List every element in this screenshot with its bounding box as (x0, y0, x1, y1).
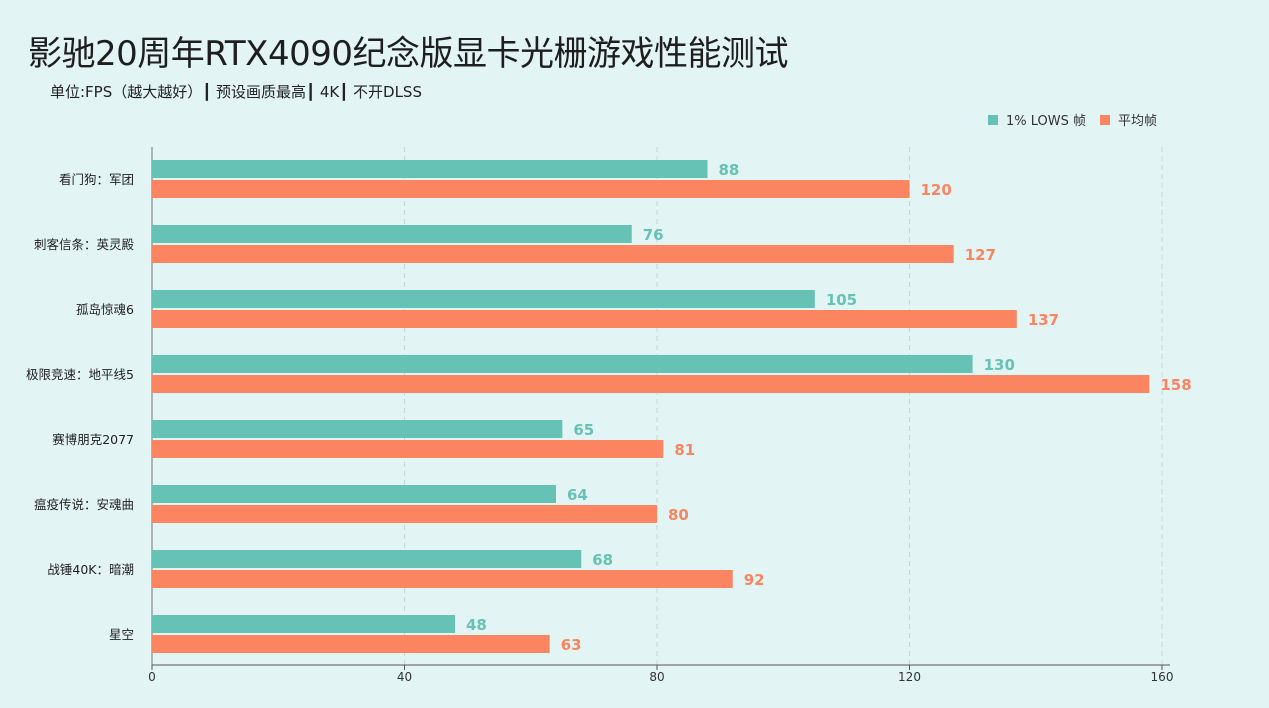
data-label: 130 (984, 356, 1015, 374)
legend-swatch (988, 114, 998, 125)
category-label: 赛博朋克2077 (52, 432, 134, 447)
legend: 1% LOWS 帧 平均帧 (988, 110, 1157, 129)
data-label: 76 (643, 226, 664, 244)
legend-item-avg: 平均帧 (1100, 110, 1157, 129)
data-label: 80 (668, 506, 689, 524)
category-label: 星空 (109, 627, 134, 642)
data-label: 63 (561, 636, 582, 654)
data-label: 88 (719, 161, 740, 179)
chart-title: 影驰20周年RTX4090纪念版显卡光栅游戏性能测试 (28, 34, 789, 74)
bar (152, 290, 815, 308)
data-label: 65 (573, 421, 594, 439)
data-label: 92 (744, 571, 765, 589)
x-tick-label: 120 (898, 670, 921, 684)
bar (152, 375, 1150, 393)
category-label: 孤岛惊魂6 (76, 302, 134, 317)
bar (152, 310, 1017, 328)
data-label: 64 (567, 486, 588, 504)
legend-label: 平均帧 (1118, 114, 1158, 129)
bar (152, 245, 954, 263)
x-tick-label: 160 (1151, 670, 1174, 684)
bar (152, 615, 455, 633)
data-label: 68 (592, 551, 613, 569)
bar (152, 485, 556, 503)
data-label: 120 (921, 181, 952, 199)
data-label: 81 (674, 441, 695, 459)
bar (152, 160, 708, 178)
category-label: 刺客信条：英灵殿 (34, 237, 135, 252)
bar (152, 225, 632, 243)
bar (152, 550, 582, 568)
data-label: 127 (965, 246, 996, 264)
legend-item-lows: 1% LOWS 帧 (988, 110, 1086, 129)
category-label: 看门狗：军团 (59, 172, 134, 187)
data-label: 105 (826, 291, 857, 309)
category-label: 极限竞速：地平线5 (26, 367, 134, 382)
legend-swatch (1100, 114, 1111, 125)
x-tick-label: 0 (148, 670, 156, 684)
bar (152, 635, 550, 653)
bar (152, 570, 733, 588)
data-label: 158 (1160, 376, 1191, 394)
chart-subtitle: 单位:FPS（越大越好）┃ 预设画质最高┃ 4K┃ 不开DLSS (50, 83, 422, 101)
bar (152, 355, 973, 373)
bar (152, 440, 664, 458)
x-tick-label: 40 (397, 670, 412, 684)
category-label: 瘟疫传说：安魂曲 (34, 497, 134, 512)
category-label: 战锤40K：暗潮 (47, 562, 134, 577)
data-label: 48 (466, 616, 487, 634)
data-label: 137 (1028, 311, 1059, 329)
bar (152, 505, 657, 523)
x-tick-label: 80 (649, 670, 664, 684)
legend-label: 1% LOWS 帧 (1006, 114, 1087, 129)
bar (152, 180, 910, 198)
bar (152, 420, 563, 438)
